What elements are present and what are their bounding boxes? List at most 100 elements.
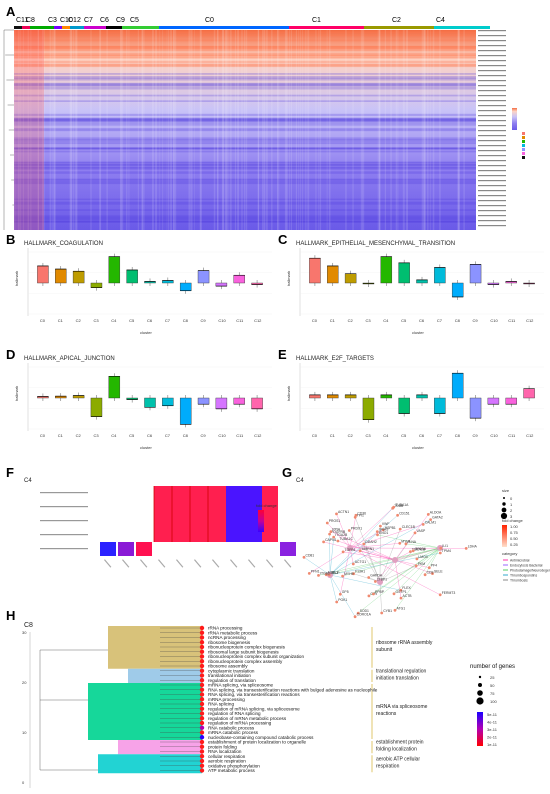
network-edge xyxy=(349,515,357,549)
heatmap-col-band xyxy=(258,30,260,230)
row-label-tick xyxy=(478,105,506,107)
h-cluster-block xyxy=(118,740,202,755)
h-term-dot xyxy=(199,673,205,678)
network-gene-label: CORO1A xyxy=(357,613,372,617)
x-tick-label: C9 xyxy=(201,318,207,323)
heatmap-col-band xyxy=(242,30,243,230)
x-tick-label: C0 xyxy=(40,433,46,438)
network-gene-label: ATG1 xyxy=(397,606,406,610)
heatmap-col-band xyxy=(120,30,122,230)
heatmap-col-band xyxy=(345,30,347,230)
heatmap-col-band xyxy=(238,30,239,230)
network-gene-label: CYB1 xyxy=(383,609,392,613)
h-term-label: aerobic respiration xyxy=(208,759,246,764)
network-node xyxy=(367,594,371,598)
network-gene-label: CD151 xyxy=(399,511,410,515)
box-C10 xyxy=(487,397,500,405)
h-term-label: ribonucleoprotein complex subunit organi… xyxy=(208,654,304,659)
h-y-tick: 0 xyxy=(22,780,25,785)
cluster-annotation-bar xyxy=(14,26,22,29)
heatmap-col-band xyxy=(27,30,29,230)
heatmap-col-band xyxy=(384,30,386,230)
network-gene-label: SELP xyxy=(331,571,340,575)
heatmap-legend-swatch xyxy=(522,144,525,147)
heatmap-col-band xyxy=(429,30,431,230)
panel-b-label: B xyxy=(6,232,16,247)
x-tick-label: C10 xyxy=(490,318,498,323)
heatmap-col-band xyxy=(120,30,122,230)
row-label-tick xyxy=(478,100,506,102)
x-axis-label: cluster xyxy=(140,445,152,450)
g-fc-label: 1.00 xyxy=(510,524,519,529)
row-label-tick xyxy=(478,110,506,112)
network-node xyxy=(375,530,379,533)
network-edge xyxy=(375,559,396,582)
f-cell xyxy=(154,500,172,514)
heatmap-row-band xyxy=(14,167,476,170)
heatmap-body xyxy=(14,30,476,230)
network-edge xyxy=(394,514,429,561)
network-node xyxy=(362,542,366,546)
box-C5 xyxy=(398,262,410,284)
heatmap-row-band xyxy=(14,164,476,166)
x-tick-label: C0 xyxy=(312,318,318,323)
f-cell xyxy=(244,514,262,528)
g-size-label: 1 xyxy=(510,502,513,507)
heatmap-col-band xyxy=(106,30,108,230)
row-label-tick xyxy=(478,135,506,137)
heatmap-row-band xyxy=(14,84,476,87)
heatmap-col-band xyxy=(42,30,44,230)
network-edge xyxy=(340,547,351,595)
x-tick-label: C6 xyxy=(419,318,425,323)
network-node xyxy=(307,572,311,575)
box-C9 xyxy=(197,270,210,284)
x-tick-label: C1 xyxy=(58,318,64,323)
h-term-dot xyxy=(199,682,205,688)
heatmap-legend-swatch xyxy=(522,148,525,151)
boxplot-3: hallmark cluster C0 C1 C2 C3 C4 C5 C6 C7 C8 C9 C10 C1… xyxy=(286,363,544,450)
g-size-dot xyxy=(501,507,507,513)
heatmap-legend-swatch xyxy=(522,136,525,139)
network-gene-label: CD81 xyxy=(306,553,315,557)
h-size-dot xyxy=(477,690,483,696)
x-tick-label: C3 xyxy=(365,433,371,438)
box-C7 xyxy=(162,397,174,406)
heatmap-col-band xyxy=(402,30,405,230)
network-gene-label: DDAH2 xyxy=(365,540,377,544)
network-gene-label: CALM1 xyxy=(425,520,436,524)
network-node xyxy=(367,576,371,579)
f-col-label xyxy=(266,559,274,568)
x-tick-label: C0 xyxy=(40,318,46,323)
network-edge xyxy=(358,547,441,614)
heatmap-row-band xyxy=(14,94,476,97)
row-label-tick xyxy=(478,85,506,87)
network-gene-label: VASP xyxy=(417,529,427,533)
heatmap-col-band xyxy=(162,30,164,230)
f-cell xyxy=(244,486,262,500)
network-gene-label: TUBA1C xyxy=(339,537,353,541)
h-group-label: aerobic ATP cellular xyxy=(376,756,420,762)
f-row-label xyxy=(40,534,88,536)
h-term-dot xyxy=(199,654,205,659)
row-label-tick xyxy=(478,165,506,167)
g-size-dot xyxy=(503,497,505,499)
network-gene-label: ACTB xyxy=(403,594,413,598)
heatmap-col-band xyxy=(277,30,280,230)
h-term-dot xyxy=(199,697,205,702)
network-node xyxy=(431,572,434,575)
h-size-label: 100 xyxy=(490,699,497,704)
heatmap-row-band xyxy=(14,117,476,121)
network-node xyxy=(392,505,396,509)
box-C7 xyxy=(162,280,174,284)
h-size-title: number of genes xyxy=(470,664,515,670)
network-edge xyxy=(424,547,441,575)
h-term-label: RNA splicing, via transesterification re… xyxy=(208,692,300,697)
row-label-tick xyxy=(478,150,506,152)
heatmap-col-band xyxy=(432,30,435,230)
network-edge xyxy=(394,559,430,568)
heatmap-col-band xyxy=(305,30,307,230)
f-cell xyxy=(154,486,172,500)
network-edge xyxy=(416,547,441,560)
x-tick-label: C9 xyxy=(201,433,207,438)
f-cell xyxy=(208,486,226,500)
